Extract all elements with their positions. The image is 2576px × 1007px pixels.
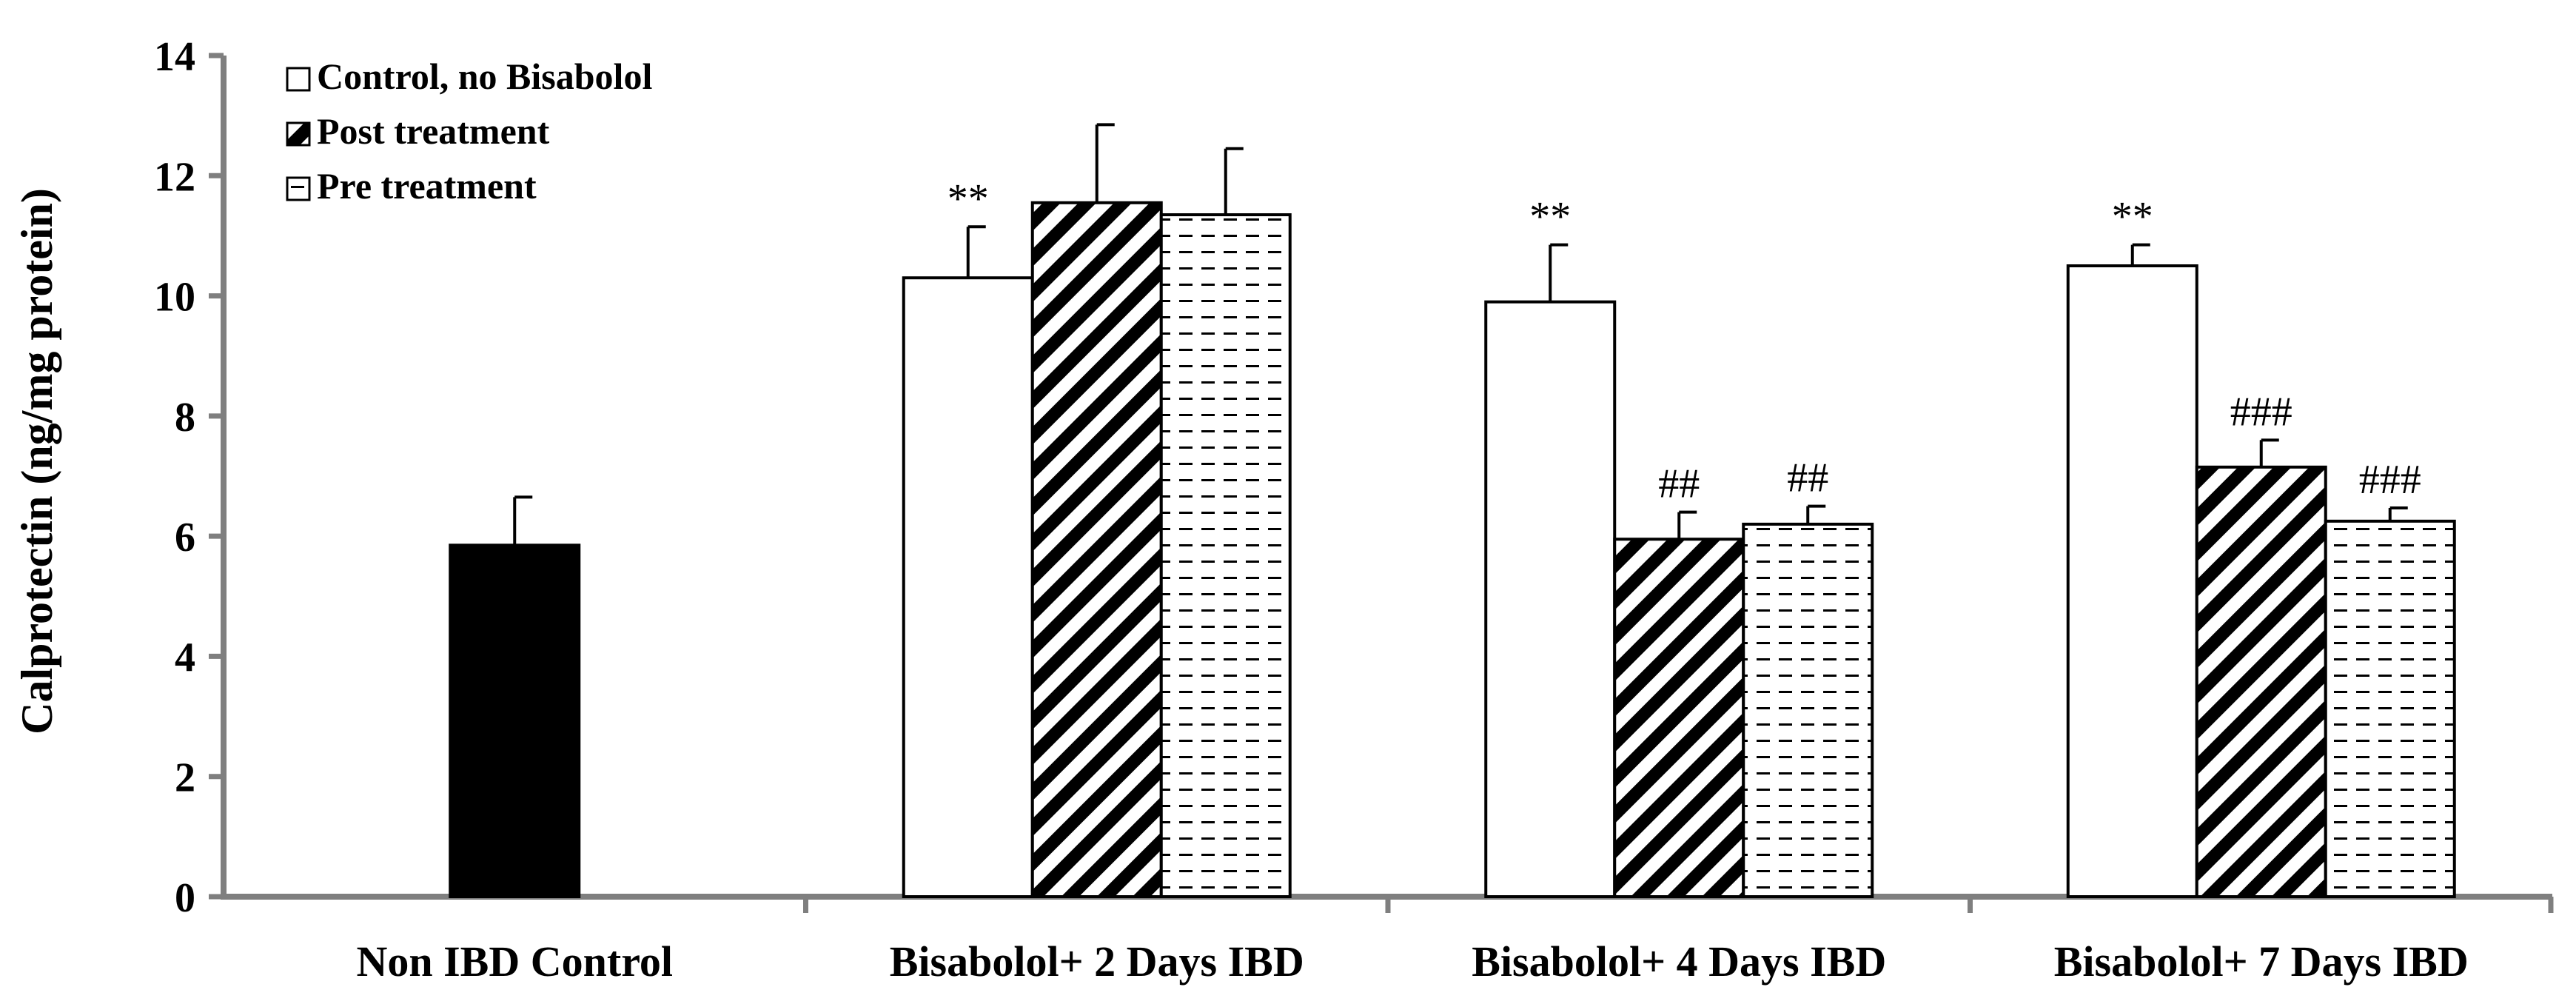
y-tick-label: 6	[175, 515, 195, 561]
y-axis-label: Calprotectin (ng/mg protein)	[13, 188, 61, 735]
x-category-label: Bisabolol+ 4 Days IBD	[1472, 937, 1886, 986]
legend-label: Pre treatment	[317, 165, 537, 207]
axes: 0 2 4 6 8 10 12 14 Non IBD Control Bisabolol+ 2 D…	[154, 34, 2554, 986]
y-tick-label: 8	[175, 395, 195, 441]
legend-label: Control, no Bisabolol	[317, 56, 652, 97]
y-tick-label: 2	[175, 755, 195, 801]
legend-swatch	[286, 176, 311, 201]
legend-swatch	[286, 67, 311, 92]
y-tick-label: 4	[175, 635, 195, 680]
bar	[2324, 519, 2456, 898]
significance-annotation: ###	[2230, 389, 2292, 435]
significance-annotation: ##	[1787, 455, 1828, 501]
y-tick-label: 12	[154, 154, 195, 200]
x-category-label: Non IBD Control	[356, 937, 673, 986]
significance-annotation: ##	[1658, 461, 1700, 507]
legend: Control, no Bisabolol Post treatment Pre t…	[286, 56, 652, 207]
bar	[449, 543, 581, 898]
bar	[1030, 201, 1163, 898]
significance-annotation: **	[2112, 194, 2153, 240]
legend-swatch	[286, 121, 311, 147]
bar	[1484, 300, 1617, 898]
x-category-label: Bisabolol+ 7 Days IBD	[2054, 937, 2469, 986]
legend-label: Post treatment	[317, 110, 550, 152]
y-tick-label: 10	[154, 275, 195, 321]
x-category-label: Bisabolol+ 2 Days IBD	[890, 937, 1304, 986]
y-tick-label: 0	[175, 875, 195, 921]
bar	[2195, 465, 2327, 898]
significance-annotation: **	[947, 175, 989, 221]
bar	[1613, 538, 1745, 898]
bar	[1159, 213, 1292, 898]
y-tick-label: 14	[154, 34, 195, 80]
bars: ** ** ## ## ** ### ###	[449, 123, 2456, 899]
bar	[2066, 264, 2198, 898]
significance-annotation: **	[1529, 194, 1571, 240]
significance-annotation: ###	[2359, 457, 2421, 503]
bar	[1742, 522, 1874, 899]
bar	[902, 276, 1034, 898]
